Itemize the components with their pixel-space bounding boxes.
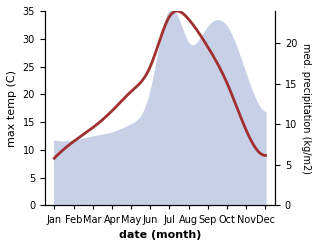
- Y-axis label: med. precipitation (kg/m2): med. precipitation (kg/m2): [301, 43, 311, 174]
- Y-axis label: max temp (C): max temp (C): [7, 70, 17, 147]
- X-axis label: date (month): date (month): [119, 230, 201, 240]
